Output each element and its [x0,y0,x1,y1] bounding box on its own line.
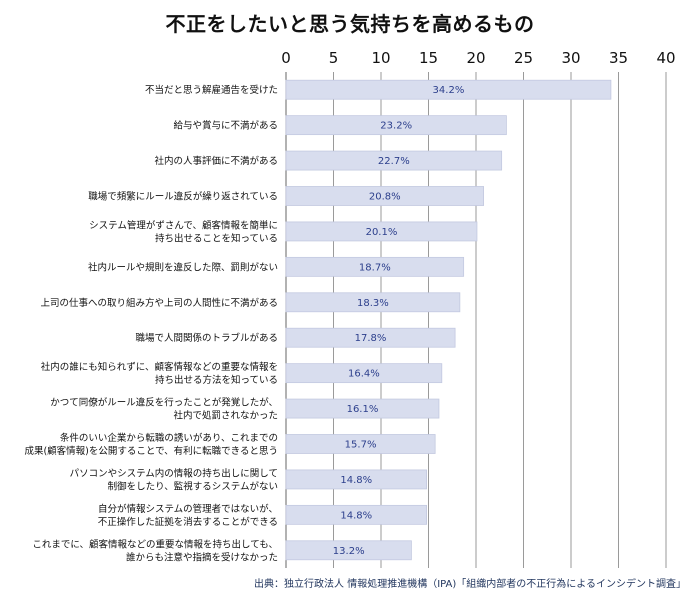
data-label: 16.1% [347,404,379,415]
x-tick-label: 15 [419,49,438,67]
data-label: 18.3% [357,298,389,309]
x-tick-label: 20 [466,49,485,67]
category-label: 社内の誰にも知られずに、顧客情報などの重要な情報を [41,361,278,373]
bar [285,469,428,490]
category-label: 制御をしたり、監視するシステムがない [108,480,278,492]
category-label: かつて同僚がルール違反を行ったことが発覚したが、 [50,397,278,409]
category-label: システム管理がずさんで、顧客情報を簡単に [89,219,278,231]
category-label: 社内の人事評価に不満がある [154,155,278,167]
data-label: 20.1% [366,227,398,238]
data-label: 17.8% [355,333,387,344]
data-label: 14.8% [340,475,372,486]
category-label: 持ち出せる方法を知っている [155,374,278,386]
category-label: 条件のいい企業から転職の誘いがあり、これまでの [60,432,278,444]
bar [285,221,478,242]
category-label: 持ち出せることを知っている [155,232,278,244]
bar [285,327,456,348]
data-label: 23.2% [380,121,412,132]
x-tick-label: 40 [656,49,675,67]
category-label: 職場で頻繁にルール違反が繰り返されている [88,191,278,203]
category-label: 成果(顧客情報)を公開することで、有利に転職できると思う [24,445,278,457]
x-tick-label: 35 [609,49,628,67]
category-label: 不正操作した証拠を消去することができる [98,516,278,528]
data-label: 13.2% [333,546,365,557]
bar [285,150,503,171]
category-label: 社内で処罰されなかった [173,410,278,422]
category-label: 不当だと思う解雇通告を受けた [145,84,278,96]
bar [285,398,440,419]
bar [285,115,507,136]
category-label: 給与や賞与に不満がある [173,120,278,132]
data-label: 16.4% [348,369,380,380]
x-tick-label: 25 [514,49,533,67]
category-label: パソコンやシステム内の情報の持ち出しに関して [70,467,278,479]
x-tick-label: 5 [329,49,339,67]
chart-title: 不正をしたいと思う気持ちを高めるもの [165,12,535,36]
bar [285,504,428,525]
category-label: これまでに、顧客情報などの重要な情報を持ち出しても、 [32,538,278,550]
bar [285,434,436,454]
category-label: 職場で人間関係のトラブルがある [135,332,278,344]
category-label: 社内ルールや規則を違反した際、罰則がない [88,261,278,273]
data-label: 15.7% [345,440,377,451]
bar [285,540,412,561]
category-label: 誰からも注意や指摘を受けなかった [126,551,278,563]
category-label: 上司の仕事への取り組み方や上司の人間性に不満がある [40,297,278,309]
bar [285,79,612,100]
data-label: 14.8% [340,510,372,521]
data-label: 18.7% [359,262,391,273]
bar [285,256,465,277]
x-tick-label: 10 [371,49,390,67]
bar [285,363,443,384]
x-tick-label: 0 [281,49,291,67]
category-label: 自分が情報システムの管理者ではないが、 [98,503,278,515]
x-tick-label: 30 [561,49,580,67]
source-note: 出典：独立行政法人 情報処理推進機構（IPA)「組織内部者の不正行為によるインシ… [254,579,686,590]
bar [285,292,461,313]
bar [285,186,485,206]
data-label: 22.7% [378,156,410,167]
data-label: 20.8% [369,192,401,203]
data-label: 34.2% [433,85,465,96]
